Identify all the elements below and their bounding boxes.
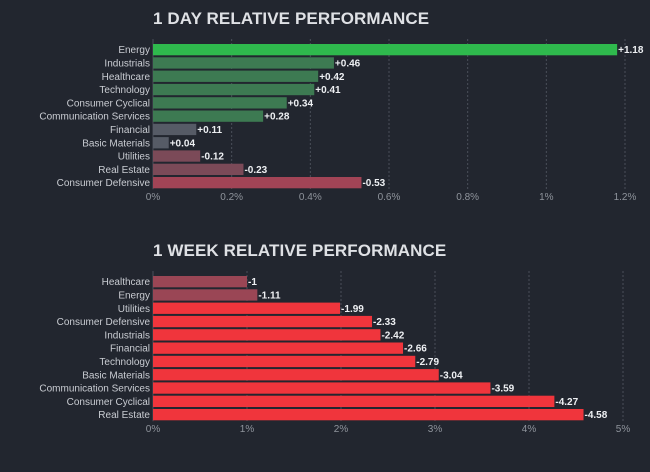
x-tick-label: 1.2% bbox=[614, 192, 637, 203]
category-label: Energy bbox=[118, 290, 150, 301]
category-label: Consumer Cyclical bbox=[67, 98, 150, 109]
category-label: Financial bbox=[110, 125, 150, 136]
category-label: Financial bbox=[110, 344, 150, 355]
bar bbox=[153, 83, 315, 96]
data-label: -1.11 bbox=[258, 290, 281, 301]
data-label: -3.59 bbox=[491, 384, 514, 395]
bar bbox=[153, 44, 618, 56]
bar bbox=[153, 409, 584, 421]
x-tick-label: 0.8% bbox=[456, 192, 479, 203]
category-label: Industrials bbox=[104, 330, 150, 341]
category-label: Consumer Defensive bbox=[57, 317, 151, 328]
x-tick-label: 2% bbox=[334, 424, 349, 435]
x-tick-label: 0.2% bbox=[220, 192, 243, 203]
data-label: -2.33 bbox=[373, 317, 396, 328]
x-tick-label: 1% bbox=[240, 424, 255, 435]
x-tick-label: 5% bbox=[616, 424, 631, 435]
bar bbox=[153, 57, 334, 69]
data-label: -3.04 bbox=[440, 370, 463, 381]
data-label: +0.34 bbox=[288, 98, 314, 109]
chart-1day-performance: 0% 0.2% 0.4% 0.6% 0.8% 1% 1.2% Energy +1.18 Indus… bbox=[39, 39, 644, 203]
bar bbox=[153, 355, 416, 368]
bar bbox=[153, 342, 404, 354]
chart-title-1day: 1 DAY RELATIVE PERFORMANCE bbox=[153, 9, 430, 28]
data-label: -0.53 bbox=[362, 178, 385, 189]
bar bbox=[153, 315, 373, 328]
bar bbox=[153, 70, 319, 82]
x-tick-label: 0.4% bbox=[299, 192, 322, 203]
bar bbox=[153, 137, 169, 149]
bar bbox=[153, 150, 201, 162]
category-label: Consumer Cyclical bbox=[67, 397, 150, 408]
data-label: -4.58 bbox=[585, 410, 608, 421]
bar bbox=[153, 163, 244, 175]
x-tick-label: 1% bbox=[539, 192, 554, 203]
bar bbox=[153, 97, 287, 109]
data-label: +0.42 bbox=[319, 72, 345, 83]
category-label: Basic Materials bbox=[82, 138, 150, 149]
bar bbox=[153, 382, 491, 394]
data-label: +0.46 bbox=[335, 58, 361, 69]
bar bbox=[153, 276, 247, 288]
bar bbox=[153, 110, 264, 122]
data-label: +0.28 bbox=[264, 112, 290, 123]
data-label: -0.12 bbox=[201, 152, 224, 163]
category-label: Industrials bbox=[104, 58, 150, 69]
data-label: -2.42 bbox=[381, 330, 404, 341]
category-label: Communication Services bbox=[39, 112, 150, 123]
category-label: Utilities bbox=[118, 152, 150, 163]
data-label: -1.99 bbox=[341, 304, 364, 315]
category-label: Real Estate bbox=[98, 165, 150, 176]
data-label: -4.27 bbox=[555, 397, 578, 408]
bar bbox=[153, 289, 258, 301]
category-label: Healthcare bbox=[102, 72, 151, 83]
bar bbox=[153, 329, 381, 341]
chart-title-1week: 1 WEEK RELATIVE PERFORMANCE bbox=[153, 241, 447, 260]
category-label: Basic Materials bbox=[82, 370, 150, 381]
bar bbox=[153, 177, 362, 189]
bar bbox=[153, 395, 555, 407]
category-label: Technology bbox=[99, 357, 150, 368]
category-label: Technology bbox=[99, 85, 150, 96]
data-label: -1 bbox=[248, 277, 257, 288]
category-label: Real Estate bbox=[98, 410, 150, 421]
bar bbox=[153, 302, 341, 314]
x-tick-label: 0% bbox=[146, 192, 161, 203]
data-label: +1.18 bbox=[618, 45, 644, 56]
x-tick-label: 0% bbox=[146, 424, 161, 435]
x-tick-label: 0.6% bbox=[378, 192, 401, 203]
category-label: Energy bbox=[118, 45, 150, 56]
data-label: +0.04 bbox=[170, 138, 196, 149]
category-label: Healthcare bbox=[102, 277, 151, 288]
x-tick-label: 3% bbox=[428, 424, 443, 435]
data-label: -2.66 bbox=[404, 344, 427, 355]
category-label: Communication Services bbox=[39, 384, 150, 395]
bar bbox=[153, 369, 439, 381]
bar bbox=[153, 123, 197, 136]
data-label: +0.11 bbox=[197, 125, 222, 136]
category-label: Utilities bbox=[118, 304, 150, 315]
data-label: -2.79 bbox=[416, 357, 439, 368]
data-label: -0.23 bbox=[244, 165, 267, 176]
category-label: Consumer Defensive bbox=[57, 178, 151, 189]
data-label: +0.41 bbox=[315, 85, 341, 96]
x-tick-label: 4% bbox=[522, 424, 537, 435]
